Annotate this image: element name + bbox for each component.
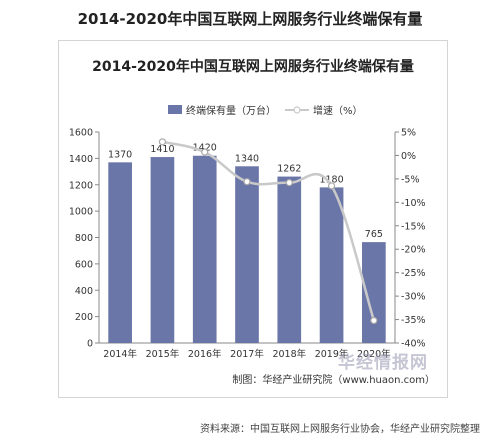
y-right-tick-label: -10% <box>401 198 426 209</box>
chart-svg: 2014-2020年中国互联网上网服务行业终端保有量 终端保有量（万台） 增速（… <box>69 58 435 386</box>
y-right-tick-label: -20% <box>401 245 426 256</box>
y-left-tick-label: 400 <box>75 286 93 297</box>
legend-bar-label: 终端保有量（万台） <box>186 104 276 117</box>
legend-line-label: 增速（%） <box>313 104 363 117</box>
y-right-tick-label: -35% <box>401 315 426 326</box>
source-note: 资料来源：中国互联网上网服务行业协会，华经产业研究院整理 <box>200 424 480 435</box>
bar-7 <box>362 242 386 343</box>
y-right-tick-label: -25% <box>401 268 426 279</box>
growth-point-2 <box>201 148 209 156</box>
growth-point-3 <box>243 178 251 186</box>
bar-value-label: 1420 <box>193 143 217 154</box>
x-tick-label: 2014年 <box>103 348 137 360</box>
legend-line-marker <box>293 106 301 114</box>
bar-1 <box>108 162 132 343</box>
y-left-tick-label: 0 <box>87 339 93 350</box>
y-left-tick-label: 1400 <box>69 154 93 165</box>
y-right-tick-label: -40% <box>401 339 426 350</box>
y-right-tick-label: 5% <box>401 128 416 139</box>
chart-x-ticks: 2014年 2015年 2016年 2017年 2018年 2019年 2020年 <box>103 348 391 360</box>
bar-value-label: 765 <box>365 229 383 240</box>
y-right-tick-label: -15% <box>401 221 426 232</box>
growth-point-1 <box>158 138 167 146</box>
y-left-tick-label: 200 <box>75 312 93 323</box>
y-left-tick-label: 1600 <box>69 128 93 139</box>
bar-value-label: 1410 <box>150 144 174 155</box>
x-tick-label: 2016年 <box>188 348 222 360</box>
y-left-tick-label: 1000 <box>69 207 93 218</box>
bar-value-label: 1340 <box>235 153 259 164</box>
bar-6 <box>319 187 344 343</box>
growth-point-6 <box>370 316 378 325</box>
x-tick-label: 2019年 <box>315 348 349 360</box>
chart-credit: 制图：华经产业研究院（www.huaon.com） <box>232 373 435 386</box>
chart-bars <box>108 155 386 343</box>
growth-line-series <box>158 138 378 325</box>
bar-4 <box>235 166 259 343</box>
growth-point-4 <box>285 179 293 187</box>
chart-axes: 1600 1400 1200 1000 800 600 400 200 0 5% 0% -5% -10%… <box>69 128 426 350</box>
watermark-logo: 华经情报网 <box>338 353 428 373</box>
bar-2 <box>150 157 175 343</box>
x-tick-label: 2015年 <box>146 348 180 360</box>
bar-value-label: 1262 <box>277 164 301 175</box>
chart-title: 2014-2020年中国互联网上网服务行业终端保有量 <box>92 58 414 75</box>
chart-bar-labels: 1370 1410 1420 1340 1262 1180 765 <box>108 143 383 240</box>
growth-point-5 <box>327 182 336 190</box>
chart-legend: 终端保有量（万台） 增速（%） <box>168 104 363 117</box>
x-tick-label: 2017年 <box>230 348 264 360</box>
bar-3 <box>192 155 217 343</box>
y-left-tick-label: 1200 <box>69 180 93 191</box>
y-right-tick-label: -30% <box>401 292 426 303</box>
legend-bar-swatch <box>168 105 182 114</box>
x-tick-label: 2020年 <box>357 348 391 360</box>
chart-frame: 2014-2020年中国互联网上网服务行业终端保有量 终端保有量（万台） 增速（… <box>58 40 448 398</box>
y-left-tick-label: 800 <box>75 233 93 244</box>
page-title: 2014-2020年中国互联网上网服务行业终端保有量 <box>77 10 423 28</box>
y-right-tick-label: 0% <box>401 151 416 162</box>
bar-5 <box>277 176 302 343</box>
y-right-tick-label: -5% <box>401 174 420 185</box>
x-tick-label: 2018年 <box>272 348 306 360</box>
bar-value-label: 1370 <box>108 149 132 160</box>
bar-value-label: 1180 <box>319 174 343 185</box>
y-left-tick-label: 600 <box>75 259 93 270</box>
